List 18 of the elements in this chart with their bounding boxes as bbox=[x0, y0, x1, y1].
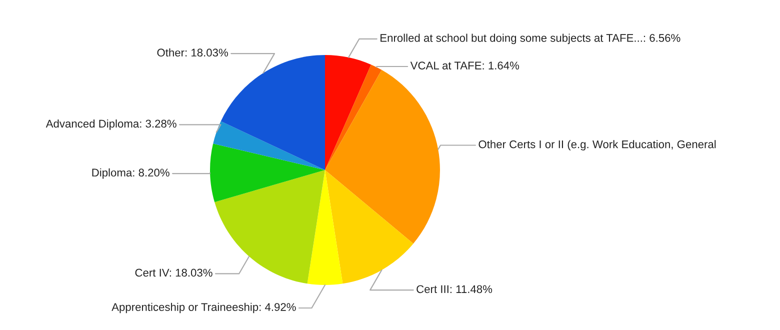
slice-label: Other Certs I or II (e.g. Work Education, General bbox=[478, 140, 716, 150]
slice-label: Diploma: 8.20% bbox=[92, 168, 170, 179]
pie-slice bbox=[325, 170, 414, 284]
pie-slice bbox=[307, 170, 343, 285]
pie-slice bbox=[220, 55, 325, 170]
slice-label: Cert IV: 18.03% bbox=[135, 268, 212, 277]
pie-slice bbox=[325, 64, 382, 170]
pie-slice bbox=[214, 170, 325, 284]
slice-label: Apprenticeship or Traineeship: 4.92% bbox=[112, 302, 296, 314]
pie-slice bbox=[325, 55, 372, 170]
slice-label: Advanced Diploma: 3.28% bbox=[46, 119, 176, 130]
slice-label: Enrolled at school but doing some subjects at TAFE...: 6.56% bbox=[380, 34, 680, 44]
slice-label: VCAL at TAFE: 1.64% bbox=[410, 62, 520, 70]
pie-slice bbox=[210, 144, 325, 202]
slice-label: Cert III: 11.48% bbox=[416, 285, 492, 294]
pie-slice bbox=[325, 70, 440, 244]
pie-slice bbox=[213, 121, 325, 170]
slice-label: Other: 18.03% bbox=[157, 48, 228, 57]
